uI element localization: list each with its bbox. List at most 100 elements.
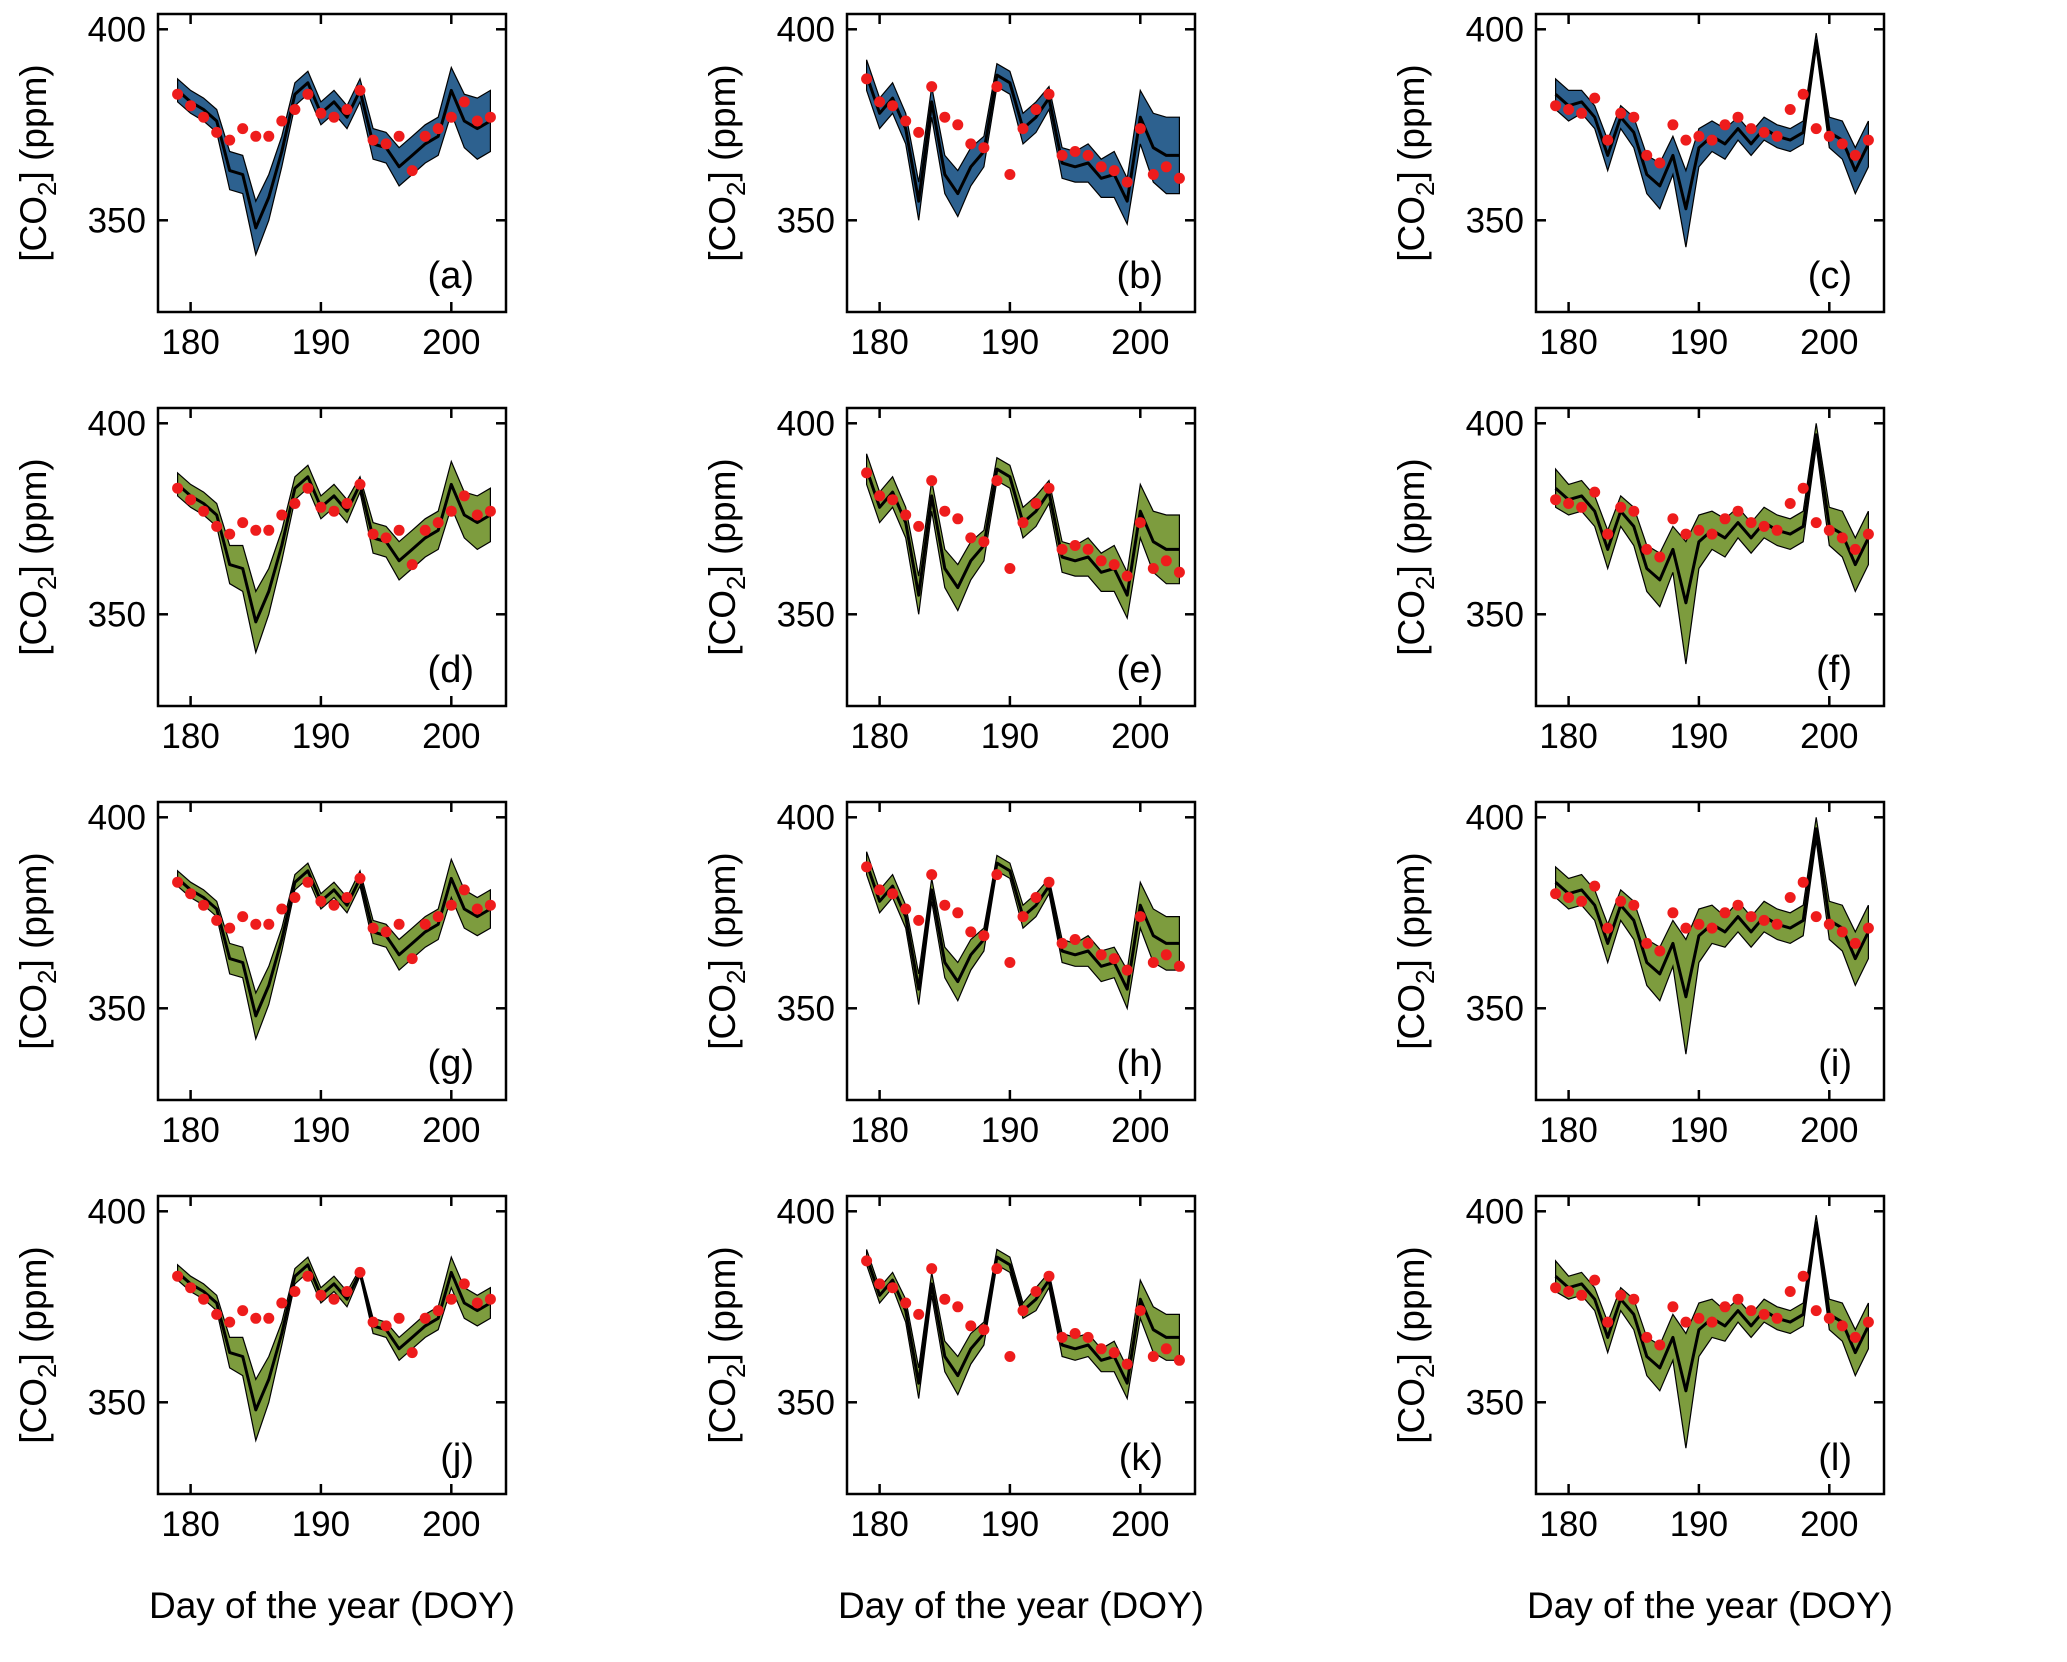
observation-dot (1784, 104, 1796, 115)
observation-dot (341, 1286, 353, 1297)
observation-dot (1602, 134, 1614, 146)
y-tick-label: 350 (88, 201, 146, 240)
observation-dot (172, 88, 184, 100)
x-tick-label: 200 (1800, 1505, 1858, 1544)
observation-dot (926, 81, 938, 93)
y-tick-label: 350 (777, 595, 835, 634)
observation-dot (1849, 1331, 1861, 1343)
observation-dot (1719, 907, 1731, 919)
observation-dot (861, 861, 873, 873)
panel-d-chart: 180 190 200 350 400 (d) [CO2] (ppm) (13, 404, 508, 756)
observation-dot (406, 559, 418, 571)
observation-dot (406, 165, 418, 177)
observation-dot (1108, 953, 1120, 965)
observation-dot (1823, 130, 1835, 142)
y-tick-label: 350 (777, 201, 835, 240)
y-axis-label: [CO2] (ppm) (702, 852, 751, 1049)
y-axis-label: [CO2] (ppm) (13, 1246, 62, 1443)
observation-dot (315, 501, 327, 513)
observation-dot (315, 107, 327, 119)
observation-dot (458, 490, 470, 502)
observation-dot (1732, 1293, 1744, 1305)
uncertainty-band (866, 851, 1180, 1011)
observation-dot (913, 520, 925, 532)
observation-dot (1862, 1316, 1874, 1328)
observation-dot (991, 1263, 1003, 1275)
observation-dot (367, 1316, 379, 1328)
observation-dot (1667, 513, 1679, 525)
observation-dot (913, 1308, 925, 1320)
panel-letter: (e) (1117, 649, 1163, 691)
observation-dot (1862, 134, 1874, 146)
observation-dot (354, 872, 366, 884)
panel-letter: (j) (440, 1437, 474, 1479)
panel-letter: (c) (1808, 255, 1852, 297)
y-axis-label: [CO2] (ppm) (13, 64, 62, 261)
panel-letter: (f) (1816, 649, 1852, 691)
observation-dot (991, 475, 1003, 487)
x-tick-label: 180 (161, 1111, 219, 1150)
panel-k-chart: 180 190 200 350 400 (k) [CO2] (ppm) Day of the … (702, 1192, 1204, 1626)
observation-dot (1121, 176, 1133, 188)
observation-dot (250, 1312, 262, 1324)
observation-dot (1732, 899, 1744, 911)
observation-dot (419, 1312, 431, 1324)
uncertainty-band (177, 857, 491, 1042)
observation-dot (1173, 566, 1185, 578)
observation-dot (354, 84, 366, 96)
observation-dot (1862, 528, 1874, 540)
panel-c-chart: 180 190 200 350 400 (c) [CO2] (ppm) (1391, 10, 1886, 362)
observation-dot (1745, 911, 1757, 923)
panel-letter: (a) (428, 255, 474, 297)
x-tick-label: 190 (981, 1111, 1039, 1150)
observation-dot (1082, 1331, 1094, 1343)
observation-dot (1706, 1316, 1718, 1328)
observation-dot (1745, 1305, 1757, 1317)
observation-dot (1563, 498, 1575, 509)
observation-dot (419, 524, 431, 536)
observation-dot (1043, 876, 1055, 888)
observation-dot (1563, 1286, 1575, 1297)
observation-dot (1706, 528, 1718, 540)
observation-dot (1173, 960, 1185, 972)
observation-dot (1004, 563, 1016, 574)
observation-dot (1004, 1351, 1016, 1362)
observation-dot (1108, 559, 1120, 571)
observation-dot (1810, 517, 1822, 529)
observation-dot (1056, 937, 1068, 949)
observation-dot (1862, 922, 1874, 934)
observation-dot (1550, 494, 1562, 506)
observation-dot (1771, 524, 1783, 536)
observation-dot (1602, 528, 1614, 540)
observation-dot (1836, 1320, 1848, 1332)
observation-dot (1628, 1293, 1640, 1305)
observation-dot (471, 509, 483, 521)
observation-dot (380, 532, 392, 544)
observation-dot (1043, 482, 1055, 494)
observation-dot (1706, 922, 1718, 934)
observation-dot (484, 1293, 496, 1305)
axes-box (1534, 12, 1886, 314)
observation-dot (250, 130, 262, 142)
y-axis-label: [CO2] (ppm) (13, 458, 62, 655)
observation-dot (874, 884, 886, 896)
observation-dot (1693, 130, 1705, 142)
observation-dot (1758, 1308, 1770, 1320)
observation-dot (926, 475, 938, 487)
y-tick-label: 400 (1466, 798, 1524, 837)
x-axis-label: Day of the year (DOY) (1527, 1585, 1893, 1626)
observation-dot (1641, 543, 1653, 555)
y-tick-label: 350 (88, 1383, 146, 1422)
y-tick-label: 350 (777, 989, 835, 1028)
observation-dot (926, 1263, 938, 1275)
observation-dot (211, 520, 223, 532)
observation-dot (939, 1293, 951, 1305)
observation-dot (965, 532, 977, 544)
panel-e-chart: 180 190 200 350 400 (e) [CO2] (ppm) (702, 404, 1197, 756)
observation-dot (315, 1289, 327, 1301)
observation-dot (913, 914, 925, 926)
observation-dot (224, 134, 236, 146)
observation-dot (1160, 161, 1172, 173)
y-tick-label: 400 (777, 1192, 835, 1231)
